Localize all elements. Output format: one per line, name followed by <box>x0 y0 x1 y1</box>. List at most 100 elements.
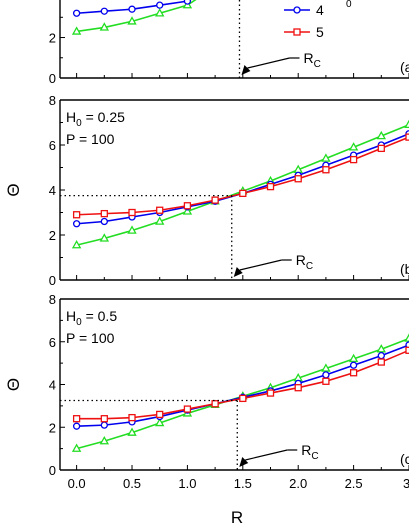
data-point-triangle <box>99 233 110 242</box>
rc-label-subscript: C <box>306 261 313 272</box>
legend-subscript-fragment: 0 <box>346 0 352 10</box>
data-point-triangle <box>127 427 137 436</box>
data-point-triangle <box>127 225 137 234</box>
param-subscript: 0 <box>76 317 82 328</box>
series-group <box>71 0 197 35</box>
panel-3: 0 2 4 6 8 Θ RC (c H0 = 0.5 P = 100 <box>4 292 409 478</box>
y-tick-label: 4 <box>49 183 56 198</box>
rc-arrow-shaft <box>239 259 282 271</box>
data-point-triangle <box>321 153 331 162</box>
param-label: H0 = 0.25 <box>66 109 125 129</box>
rc-label: RC <box>296 252 313 272</box>
param-subscript: 0 <box>76 118 82 129</box>
data-point-triangle <box>99 436 110 445</box>
data-point-square <box>377 358 385 366</box>
data-point-square <box>239 189 247 198</box>
data-point-square <box>211 400 219 408</box>
series-line <box>76 133 409 225</box>
data-point-triangle <box>348 353 359 363</box>
data-point-square <box>156 410 164 419</box>
data-point-circle <box>100 421 108 429</box>
data-point-square <box>405 133 409 141</box>
x-tick-label: 3 <box>403 476 409 491</box>
data-point-triangle <box>127 16 137 25</box>
data-point-square <box>322 166 330 174</box>
data-point-square <box>349 155 358 164</box>
rc-arrowhead <box>241 65 251 75</box>
data-point-circle <box>405 341 409 349</box>
data-point-circle <box>377 351 385 360</box>
data-point-triangle <box>404 119 409 128</box>
data-point-triangle <box>71 26 82 35</box>
data-point-circle <box>322 371 330 379</box>
rc-arrowhead <box>239 457 249 467</box>
x-axis-title: R <box>231 508 243 527</box>
data-point-circle <box>72 422 81 430</box>
series-line <box>76 136 409 216</box>
data-point-square <box>266 182 275 191</box>
data-point-circle <box>100 217 108 226</box>
y-tick-label: 6 <box>49 335 56 350</box>
data-point-triangle <box>71 239 82 249</box>
x-tick-label: 2.5 <box>345 476 363 491</box>
data-point-triangle <box>71 443 82 452</box>
legend-label: 4 <box>316 2 324 18</box>
series-line <box>76 349 409 420</box>
data-point-square <box>183 405 192 413</box>
y-tick-label: 0 <box>49 463 56 478</box>
series-line <box>76 0 192 15</box>
y-axis-title: Θ <box>4 378 23 391</box>
y-tick-label: 0 <box>49 273 56 288</box>
param-value: = 0.25 <box>82 109 125 125</box>
data-point-triangle <box>293 372 303 382</box>
series-group <box>71 333 409 452</box>
y-tick-label: 2 <box>49 420 56 435</box>
data-point-square <box>322 377 330 385</box>
rc-label: RC <box>303 50 320 70</box>
data-point-triangle <box>293 164 303 174</box>
rc-label: RC <box>301 442 318 462</box>
data-point-triangle <box>155 216 165 225</box>
panels: 0 2 RC (a 4 5 0 0 2 4 6 8 Θ RC (b H0 = 0.25 P = 100 0 2 4 6 8… <box>4 0 409 478</box>
y-tick-label: 4 <box>49 378 56 393</box>
data-point-square <box>100 209 108 218</box>
legend-label: 5 <box>316 24 324 40</box>
data-point-square <box>72 415 81 423</box>
y-tick-label: 2 <box>49 31 56 46</box>
legend-marker <box>293 6 301 14</box>
panel-1: 0 2 RC (a 4 5 0 <box>49 0 409 86</box>
data-point-triangle <box>182 206 193 215</box>
data-point-square <box>294 175 302 183</box>
data-point-circle <box>128 5 136 13</box>
data-point-square <box>405 346 409 354</box>
x-tick-label: 1.5 <box>234 476 252 491</box>
data-point-square <box>72 211 81 219</box>
panel-label: (c <box>400 451 409 467</box>
data-point-triangle <box>99 22 110 31</box>
bottom-axis: 0.0 0.5 1.0 1.5 2.0 2.5 3 <box>68 476 409 491</box>
data-point-square <box>100 415 108 423</box>
x-tick-label: 0.5 <box>123 476 141 491</box>
panel-label: (b <box>400 261 409 277</box>
y-axis-title: Θ <box>4 183 23 196</box>
rc-label-subscript: C <box>311 451 318 462</box>
data-point-circle <box>100 7 108 15</box>
rc-label-subscript: C <box>314 59 321 70</box>
data-point-square <box>128 208 136 217</box>
legend: 4 5 0 <box>284 0 352 40</box>
data-point-circle <box>72 9 81 17</box>
param-label: P = 100 <box>66 330 115 346</box>
y-tick-label: 2 <box>49 228 56 243</box>
series-line <box>76 0 197 33</box>
data-point-circle <box>183 0 192 5</box>
param-label: P = 100 <box>66 131 115 147</box>
series-line <box>76 124 409 246</box>
series-group <box>71 119 409 249</box>
data-point-circle <box>72 220 81 228</box>
data-point-triangle <box>155 417 165 427</box>
data-point-square <box>294 384 302 392</box>
x-tick-label: 1.0 <box>178 476 196 491</box>
data-point-square <box>156 206 164 214</box>
data-point-triangle <box>404 333 409 342</box>
data-point-circle <box>156 1 164 9</box>
